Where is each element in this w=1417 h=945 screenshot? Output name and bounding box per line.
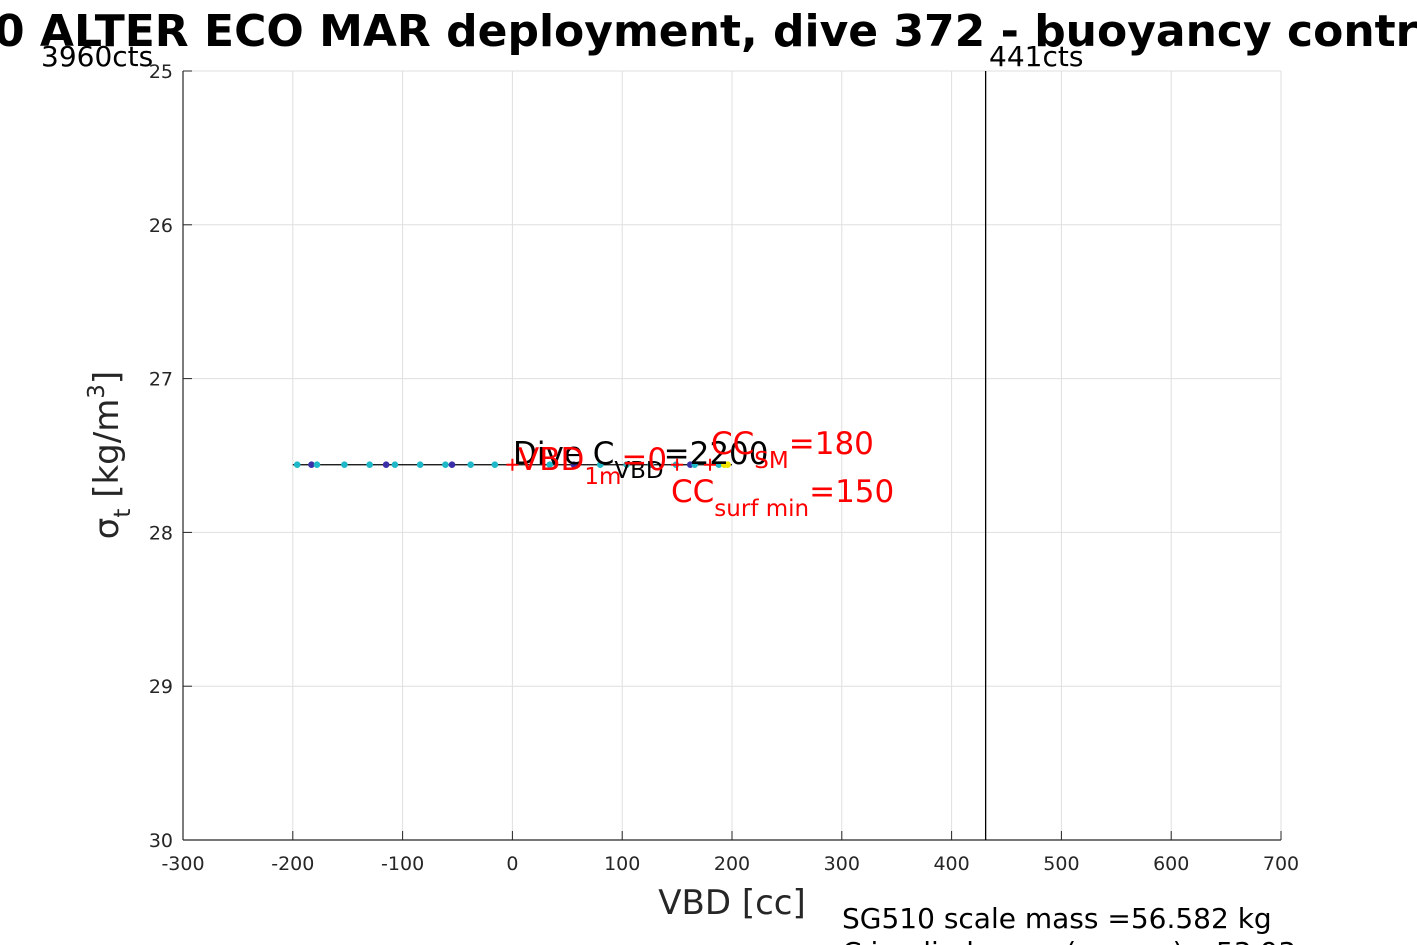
- vbd-1m-rest: =0: [621, 442, 667, 478]
- data-point: [715, 461, 723, 469]
- data-point: [293, 461, 301, 469]
- y-tick-label: 27: [149, 369, 173, 391]
- data-point: [596, 461, 604, 469]
- x-tick-label: 300: [824, 853, 860, 875]
- cc-sm-main: CC: [711, 426, 754, 462]
- data-point: [382, 461, 390, 469]
- data-point: [691, 461, 698, 469]
- y-tick-label: 28: [149, 522, 173, 544]
- left-counts-label: 3960cts: [41, 40, 153, 73]
- y-axis-label-close: ]: [87, 371, 127, 384]
- data-point: [546, 461, 554, 469]
- y-axis-label-sup: 3: [84, 384, 110, 399]
- chart-title: 0 ALTER ECO MAR deployment, dive 372 - b…: [0, 6, 1417, 57]
- data-points: [293, 461, 731, 469]
- cc-surf-min-annotation: CCsurf min=150: [671, 474, 894, 522]
- x-tick-label: 200: [714, 853, 750, 875]
- x-tick-label: 400: [933, 853, 969, 875]
- data-point: [467, 461, 474, 469]
- y-tick-label: 25: [149, 61, 173, 83]
- right-counts-label: 441cts: [989, 40, 1083, 73]
- cc-sm-annotation: CCSM=180: [711, 426, 874, 474]
- cc-surf-rest: =150: [809, 474, 894, 510]
- data-point: [442, 461, 449, 469]
- cc-surf-sub: surf min: [714, 496, 809, 522]
- x-tick-label: -300: [161, 853, 204, 875]
- vbd-1m-sub: 1m: [584, 464, 621, 490]
- dive-c-rest: =2200: [664, 436, 769, 472]
- data-point: [448, 461, 456, 469]
- vbd-1m-annotation: VBD1m=0: [518, 442, 667, 490]
- dive-c-main: Dive C: [513, 436, 614, 472]
- scale-mass-text: SG510 scale mass =56.582 kg: [842, 902, 1272, 935]
- y-ticks: 25 26 27 28 29 30: [149, 61, 192, 852]
- y-axis-label: σt [kg/m3]: [84, 371, 136, 539]
- x-tick-label: 500: [1043, 853, 1079, 875]
- data-point: [647, 461, 655, 469]
- cc-sm-rest: =180: [789, 426, 874, 462]
- y-tick-label: 30: [149, 830, 173, 852]
- implied-mass-text: C implied mass (approx) =53.93: [842, 936, 1296, 945]
- reference-markers: [506, 458, 717, 471]
- data-point: [341, 461, 348, 469]
- y-tick-label: 26: [149, 215, 173, 237]
- cc-surf-main: CC: [671, 474, 714, 510]
- data-point: [623, 461, 630, 469]
- cc-sm-sub: SM: [754, 448, 788, 474]
- data-point: [366, 461, 373, 469]
- y-axis-label-main: σ: [87, 518, 127, 540]
- data-point: [308, 461, 315, 469]
- data-point: [313, 461, 321, 469]
- data-point: [391, 461, 399, 469]
- x-tick-label: 600: [1153, 853, 1189, 875]
- x-tick-label: 0: [506, 853, 518, 875]
- x-axis-label: VBD [cc]: [658, 883, 806, 923]
- x-tick-label: 700: [1263, 853, 1299, 875]
- vbd-1m-main: VBD: [518, 442, 584, 478]
- plus-marker: [671, 458, 684, 471]
- plot-area: -300 -200 -100 0 100 200 300 400 500 600 700 25262…: [149, 61, 1299, 875]
- y-axis-label-unit: [kg/m: [87, 399, 127, 509]
- dive-c-vbd-annotation: Dive CVBD=2200: [513, 436, 769, 484]
- data-point: [724, 461, 731, 469]
- plus-marker: [704, 458, 717, 471]
- data-point: [416, 461, 424, 469]
- x-tick-label: 100: [604, 853, 640, 875]
- data-point: [570, 461, 578, 469]
- plus-marker: [506, 458, 519, 471]
- x-ticks: -300 -200 -100 0 100 200 300 400 500 600 700: [161, 831, 1299, 875]
- y-tick-label: 29: [149, 676, 173, 698]
- x-tick-label: -200: [271, 853, 314, 875]
- grid-lines: [182, 70, 1282, 841]
- data-point: [491, 461, 499, 469]
- y-axis-label-sub: t: [110, 509, 136, 518]
- x-tick-label: -100: [381, 853, 424, 875]
- dive-c-sub: VBD: [614, 458, 663, 484]
